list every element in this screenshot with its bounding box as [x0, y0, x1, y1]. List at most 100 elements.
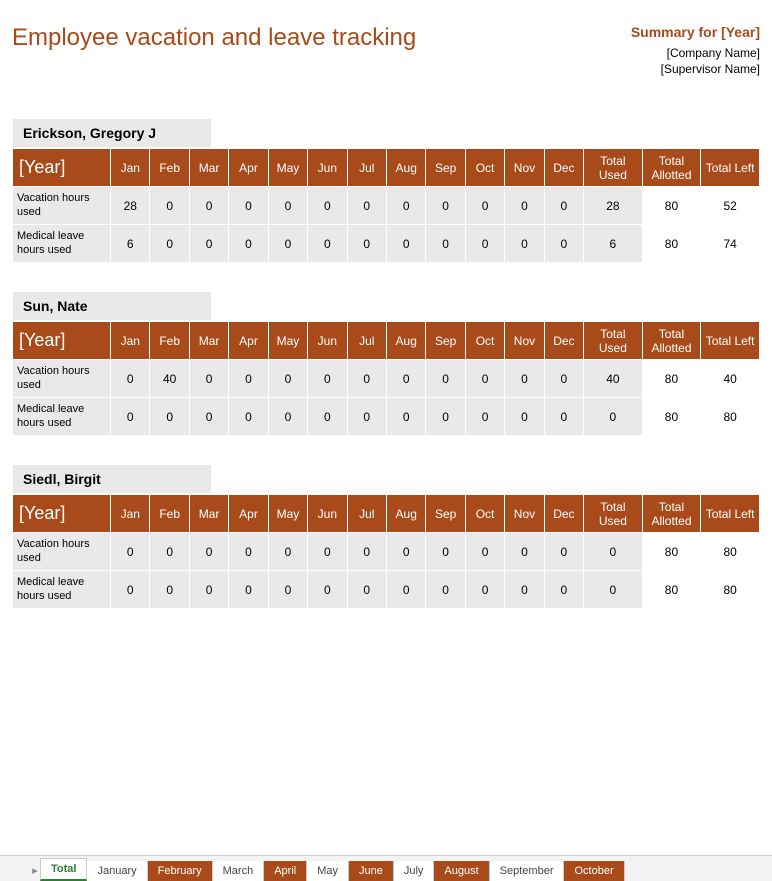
month-cell[interactable]: 0	[505, 360, 544, 398]
month-cell[interactable]: 0	[229, 360, 268, 398]
month-cell[interactable]: 0	[426, 571, 465, 609]
month-cell[interactable]: 0	[189, 398, 228, 436]
month-cell[interactable]: 40	[150, 360, 189, 398]
page-title: Employee vacation and leave tracking	[12, 24, 416, 52]
month-cell[interactable]: 0	[505, 571, 544, 609]
month-cell[interactable]: 0	[426, 398, 465, 436]
month-cell[interactable]: 0	[465, 571, 504, 609]
sheet-tab[interactable]: April	[264, 861, 307, 881]
month-cell[interactable]: 0	[150, 398, 189, 436]
month-cell[interactable]: 0	[386, 187, 425, 225]
sheet-tab[interactable]: July	[394, 861, 435, 881]
month-cell[interactable]: 0	[111, 360, 150, 398]
month-cell[interactable]: 0	[426, 360, 465, 398]
month-cell[interactable]: 0	[268, 187, 307, 225]
month-cell[interactable]: 0	[465, 360, 504, 398]
month-cell[interactable]: 0	[308, 398, 347, 436]
month-cell[interactable]: 0	[347, 360, 386, 398]
month-cell[interactable]: 0	[268, 533, 307, 571]
month-cell[interactable]: 6	[111, 225, 150, 263]
month-cell[interactable]: 0	[229, 571, 268, 609]
month-cell[interactable]: 0	[347, 225, 386, 263]
month-cell[interactable]: 0	[386, 533, 425, 571]
month-cell[interactable]: 0	[229, 398, 268, 436]
month-cell[interactable]: 0	[505, 533, 544, 571]
month-cell[interactable]: 0	[189, 360, 228, 398]
sheet-tab[interactable]: January	[87, 861, 147, 881]
month-cell[interactable]: 0	[150, 533, 189, 571]
sheet-tab[interactable]: August	[434, 861, 489, 881]
month-cell[interactable]: 28	[111, 187, 150, 225]
month-cell[interactable]: 0	[150, 571, 189, 609]
month-cell[interactable]: 0	[544, 225, 583, 263]
month-cell[interactable]: 0	[505, 225, 544, 263]
month-cell[interactable]: 0	[426, 225, 465, 263]
month-cell[interactable]: 0	[308, 187, 347, 225]
page-content: Employee vacation and leave tracking Sum…	[0, 0, 772, 855]
month-cell[interactable]: 0	[189, 187, 228, 225]
total-allotted-cell: 80	[642, 225, 701, 263]
month-cell[interactable]: 0	[189, 533, 228, 571]
month-cell[interactable]: 0	[308, 360, 347, 398]
month-cell[interactable]: 0	[268, 398, 307, 436]
month-cell[interactable]: 0	[150, 225, 189, 263]
month-cell[interactable]: 0	[229, 225, 268, 263]
month-cell[interactable]: 0	[347, 398, 386, 436]
month-cell[interactable]: 0	[386, 398, 425, 436]
month-cell[interactable]: 0	[426, 187, 465, 225]
sheet-tab[interactable]: May	[307, 861, 349, 881]
sheet-tab[interactable]: February	[148, 861, 213, 881]
month-cell[interactable]: 0	[386, 225, 425, 263]
month-cell[interactable]: 0	[465, 398, 504, 436]
month-header: Mar	[189, 495, 228, 533]
month-header: Dec	[544, 322, 583, 360]
month-cell[interactable]: 0	[347, 571, 386, 609]
month-cell[interactable]: 0	[505, 187, 544, 225]
month-cell[interactable]: 0	[544, 571, 583, 609]
month-cell[interactable]: 0	[465, 533, 504, 571]
month-header: Nov	[505, 149, 544, 187]
employee-name: Sun, Nate	[12, 291, 212, 321]
total-allotted-cell: 80	[642, 187, 701, 225]
sheet-tab[interactable]: October	[564, 861, 624, 881]
month-cell[interactable]: 0	[505, 398, 544, 436]
month-cell[interactable]: 0	[111, 571, 150, 609]
month-cell[interactable]: 0	[189, 225, 228, 263]
month-cell[interactable]: 0	[544, 187, 583, 225]
month-cell[interactable]: 0	[268, 225, 307, 263]
month-cell[interactable]: 0	[229, 187, 268, 225]
month-cell[interactable]: 0	[268, 571, 307, 609]
month-cell[interactable]: 0	[150, 187, 189, 225]
month-cell[interactable]: 0	[308, 571, 347, 609]
month-cell[interactable]: 0	[189, 571, 228, 609]
month-header: Nov	[505, 322, 544, 360]
total-allotted-cell: 80	[642, 398, 701, 436]
month-cell[interactable]: 0	[544, 360, 583, 398]
employee-block: Erickson, Gregory J[Year]JanFebMarAprMay…	[12, 118, 760, 263]
month-cell[interactable]: 0	[347, 533, 386, 571]
month-cell[interactable]: 0	[111, 398, 150, 436]
sheet-tab[interactable]: September	[490, 861, 565, 881]
month-cell[interactable]: 0	[386, 360, 425, 398]
sheet-tab[interactable]: March	[213, 861, 265, 881]
month-cell[interactable]: 0	[465, 225, 504, 263]
row-label: Medical leave hours used	[13, 571, 111, 609]
month-cell[interactable]: 0	[308, 533, 347, 571]
month-cell[interactable]: 0	[347, 187, 386, 225]
tab-nav-prev-icon[interactable]: ▸	[30, 864, 40, 881]
month-cell[interactable]: 0	[308, 225, 347, 263]
sheet-tab[interactable]: Total	[40, 858, 87, 881]
month-cell[interactable]: 0	[426, 533, 465, 571]
month-cell[interactable]: 0	[544, 398, 583, 436]
month-cell[interactable]: 0	[111, 533, 150, 571]
sheet-tab[interactable]: June	[349, 861, 394, 881]
month-cell[interactable]: 0	[229, 533, 268, 571]
month-cell[interactable]: 0	[268, 360, 307, 398]
month-cell[interactable]: 0	[465, 187, 504, 225]
month-header: Feb	[150, 495, 189, 533]
month-cell[interactable]: 0	[544, 533, 583, 571]
month-header: Apr	[229, 149, 268, 187]
total-left-cell: 74	[701, 225, 760, 263]
month-cell[interactable]: 0	[386, 571, 425, 609]
table-row: Vacation hours used0400000000000408040	[13, 360, 760, 398]
